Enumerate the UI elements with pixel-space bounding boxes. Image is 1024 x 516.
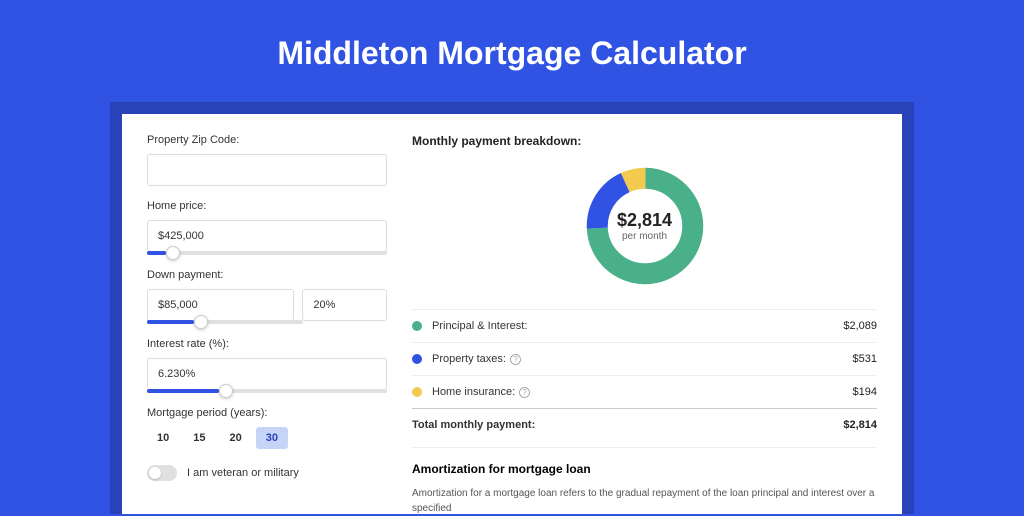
down-payment-amount-input[interactable] <box>147 289 294 321</box>
period-label: Mortgage period (years): <box>147 407 387 419</box>
veteran-toggle-knob <box>149 467 161 479</box>
home-price-label: Home price: <box>147 200 387 212</box>
zip-label: Property Zip Code: <box>147 134 387 146</box>
legend-insurance-label-text: Home insurance: <box>432 386 515 398</box>
zip-field: Property Zip Code: <box>147 134 387 186</box>
period-btn-15[interactable]: 15 <box>183 427 215 449</box>
legend-insurance-label: Home insurance: ? <box>432 386 853 398</box>
form-panel: Property Zip Code: Home price: Down paym… <box>147 134 387 494</box>
page-title: Middleton Mortgage Calculator <box>0 35 1024 72</box>
legend-taxes-label: Property taxes: ? <box>432 353 853 365</box>
legend-principal: Principal & Interest: $2,089 <box>412 309 877 342</box>
donut-center: $2,814 per month <box>617 210 672 242</box>
calculator-card: Property Zip Code: Home price: Down paym… <box>122 114 902 514</box>
legend-insurance: Home insurance: ? $194 <box>412 375 877 408</box>
period-field: Mortgage period (years): 10 15 20 30 <box>147 407 387 449</box>
legend-total: Total monthly payment: $2,814 <box>412 408 877 441</box>
legend-taxes-label-text: Property taxes: <box>432 353 506 365</box>
legend-taxes: Property taxes: ? $531 <box>412 342 877 375</box>
home-price-slider[interactable] <box>147 251 387 255</box>
legend-total-label: Total monthly payment: <box>412 419 843 431</box>
interest-rate-input[interactable] <box>147 358 387 390</box>
legend-principal-value: $2,089 <box>843 320 877 332</box>
down-payment-slider[interactable] <box>147 320 303 324</box>
dot-principal-icon <box>412 321 422 331</box>
home-price-input[interactable] <box>147 220 387 252</box>
breakdown-panel: Monthly payment breakdown: $2,814 per mo… <box>412 134 877 494</box>
help-icon[interactable]: ? <box>510 354 521 365</box>
legend-taxes-value: $531 <box>853 353 877 365</box>
interest-rate-slider-thumb[interactable] <box>219 384 233 398</box>
period-btn-30[interactable]: 30 <box>256 427 288 449</box>
down-payment-field: Down payment: <box>147 269 387 324</box>
legend-total-value: $2,814 <box>843 419 877 431</box>
dot-insurance-icon <box>412 387 422 397</box>
down-payment-slider-fill <box>147 320 194 324</box>
home-price-slider-fill <box>147 251 166 255</box>
veteran-label: I am veteran or military <box>187 467 299 479</box>
interest-rate-slider[interactable] <box>147 389 387 393</box>
dot-taxes-icon <box>412 354 422 364</box>
legend-principal-label: Principal & Interest: <box>432 320 843 332</box>
down-payment-percent-input[interactable] <box>302 289 387 321</box>
home-price-field: Home price: <box>147 200 387 255</box>
veteran-toggle[interactable] <box>147 465 177 481</box>
card-frame: Property Zip Code: Home price: Down paym… <box>110 102 914 514</box>
help-icon[interactable]: ? <box>519 387 530 398</box>
interest-rate-field: Interest rate (%): <box>147 338 387 393</box>
donut-chart: $2,814 per month <box>412 163 877 289</box>
period-options: 10 15 20 30 <box>147 427 387 449</box>
zip-input[interactable] <box>147 154 387 186</box>
interest-rate-label: Interest rate (%): <box>147 338 387 350</box>
veteran-row: I am veteran or military <box>147 465 387 481</box>
down-payment-slider-thumb[interactable] <box>194 315 208 329</box>
period-btn-10[interactable]: 10 <box>147 427 179 449</box>
period-btn-20[interactable]: 20 <box>220 427 252 449</box>
down-payment-label: Down payment: <box>147 269 387 281</box>
legend-insurance-value: $194 <box>853 386 877 398</box>
donut-sub: per month <box>617 231 672 242</box>
amortization-section: Amortization for mortgage loan Amortizat… <box>412 447 877 516</box>
donut-amount: $2,814 <box>617 210 672 231</box>
interest-rate-slider-fill <box>147 389 219 393</box>
breakdown-title: Monthly payment breakdown: <box>412 134 877 148</box>
amortization-title: Amortization for mortgage loan <box>412 462 877 476</box>
home-price-slider-thumb[interactable] <box>166 246 180 260</box>
